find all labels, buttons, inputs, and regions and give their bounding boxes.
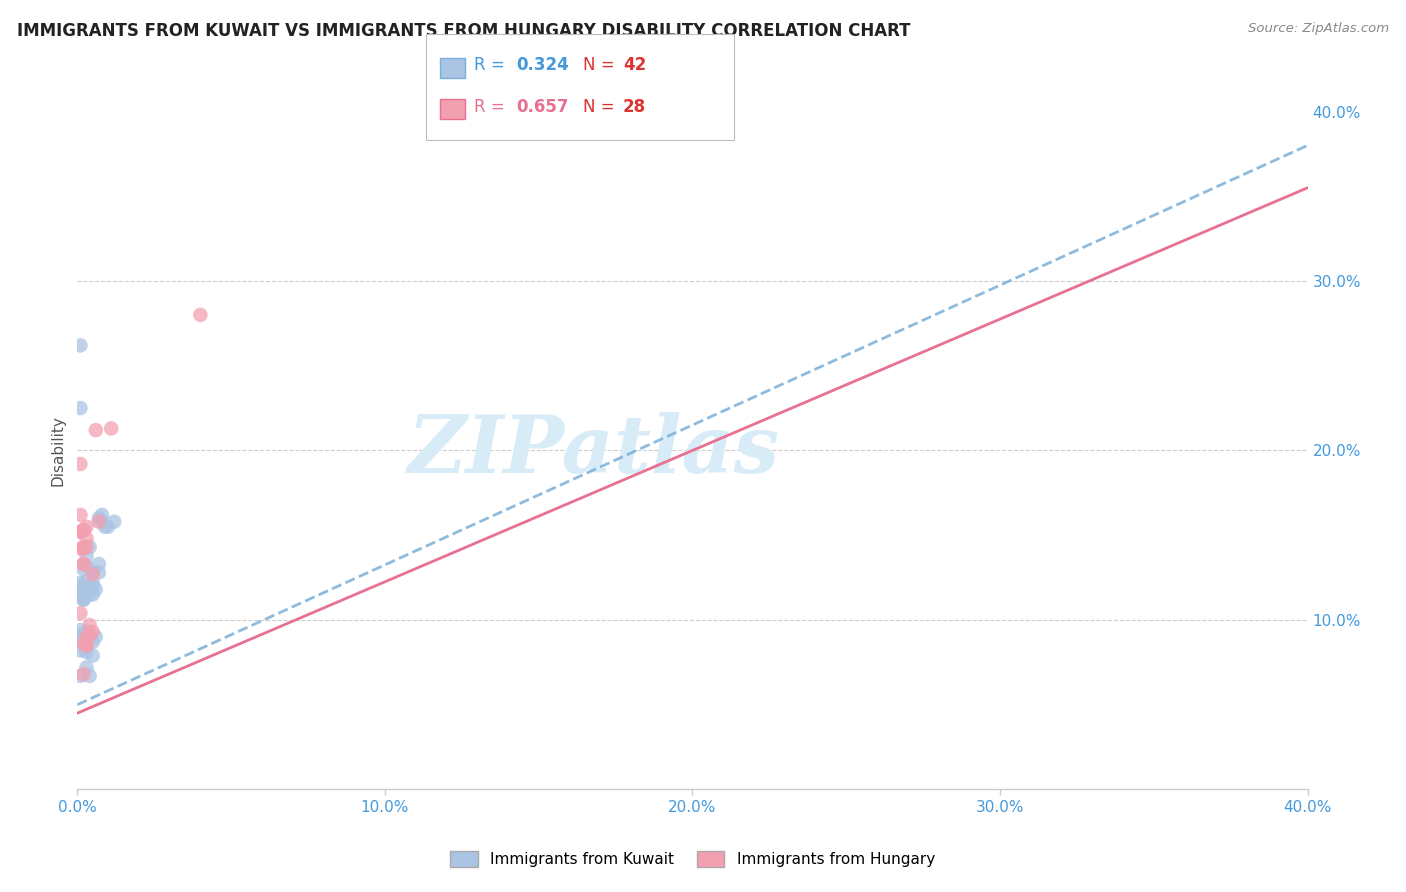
- Point: [72, 628, 94, 642]
- Point: [79, 618, 101, 632]
- Point: [76, 540, 98, 554]
- Point: [69, 628, 91, 642]
- Point: [79, 669, 101, 683]
- Point: [87, 557, 110, 571]
- Point: [94, 519, 117, 533]
- Point: [72, 592, 94, 607]
- Point: [90, 508, 114, 522]
- Point: [72, 586, 94, 600]
- Point: [72, 592, 94, 607]
- Text: N =: N =: [583, 56, 620, 74]
- Point: [82, 575, 104, 590]
- Point: [82, 567, 104, 582]
- Text: 0.324: 0.324: [516, 56, 569, 74]
- Point: [90, 515, 114, 529]
- Point: [69, 524, 91, 539]
- Point: [72, 523, 94, 537]
- Point: [76, 549, 98, 563]
- Point: [76, 558, 98, 573]
- Point: [84, 630, 107, 644]
- Point: [72, 557, 94, 571]
- Text: 0.657: 0.657: [516, 98, 568, 116]
- Point: [82, 624, 104, 639]
- Point: [72, 541, 94, 556]
- Point: [72, 591, 94, 605]
- Point: [76, 639, 98, 653]
- Point: [69, 524, 91, 539]
- Point: [82, 648, 104, 663]
- Point: [69, 508, 91, 522]
- Point: [79, 588, 101, 602]
- Point: [69, 643, 91, 657]
- Point: [72, 637, 94, 651]
- Text: R =: R =: [474, 98, 510, 116]
- Point: [72, 637, 94, 651]
- Point: [72, 582, 94, 597]
- Text: N =: N =: [583, 98, 620, 116]
- Point: [69, 401, 91, 416]
- Point: [76, 645, 98, 659]
- Point: [84, 582, 107, 597]
- Point: [76, 639, 98, 653]
- Point: [76, 633, 98, 648]
- Point: [72, 557, 94, 571]
- Point: [103, 515, 125, 529]
- Point: [76, 630, 98, 644]
- Point: [82, 579, 104, 593]
- Point: [72, 540, 94, 554]
- Point: [69, 606, 91, 620]
- Point: [69, 575, 91, 590]
- Point: [82, 635, 104, 649]
- Point: [76, 519, 98, 533]
- Point: [69, 623, 91, 637]
- Point: [69, 579, 91, 593]
- Text: 28: 28: [623, 98, 645, 116]
- Point: [72, 523, 94, 537]
- Point: [188, 308, 212, 322]
- Point: [79, 540, 101, 554]
- Point: [69, 541, 91, 556]
- Point: [84, 423, 107, 437]
- Point: [87, 566, 110, 580]
- Text: Source: ZipAtlas.com: Source: ZipAtlas.com: [1249, 22, 1389, 36]
- Point: [69, 669, 91, 683]
- Point: [76, 574, 98, 588]
- Point: [97, 519, 120, 533]
- Text: ZIPatlas: ZIPatlas: [408, 412, 780, 489]
- Point: [100, 421, 122, 435]
- Point: [82, 566, 104, 580]
- Text: IMMIGRANTS FROM KUWAIT VS IMMIGRANTS FROM HUNGARY DISABILITY CORRELATION CHART: IMMIGRANTS FROM KUWAIT VS IMMIGRANTS FRO…: [17, 22, 910, 40]
- Point: [87, 511, 110, 525]
- Text: R =: R =: [474, 56, 510, 74]
- Point: [72, 562, 94, 576]
- Text: 42: 42: [623, 56, 647, 74]
- Point: [72, 667, 94, 681]
- Point: [79, 628, 101, 642]
- Legend: Immigrants from Kuwait, Immigrants from Hungary: Immigrants from Kuwait, Immigrants from …: [444, 845, 941, 873]
- Point: [82, 588, 104, 602]
- Point: [76, 624, 98, 639]
- Point: [69, 338, 91, 352]
- Point: [76, 532, 98, 546]
- Point: [69, 457, 91, 471]
- Point: [76, 660, 98, 674]
- Y-axis label: Disability: Disability: [51, 415, 66, 486]
- Point: [87, 515, 110, 529]
